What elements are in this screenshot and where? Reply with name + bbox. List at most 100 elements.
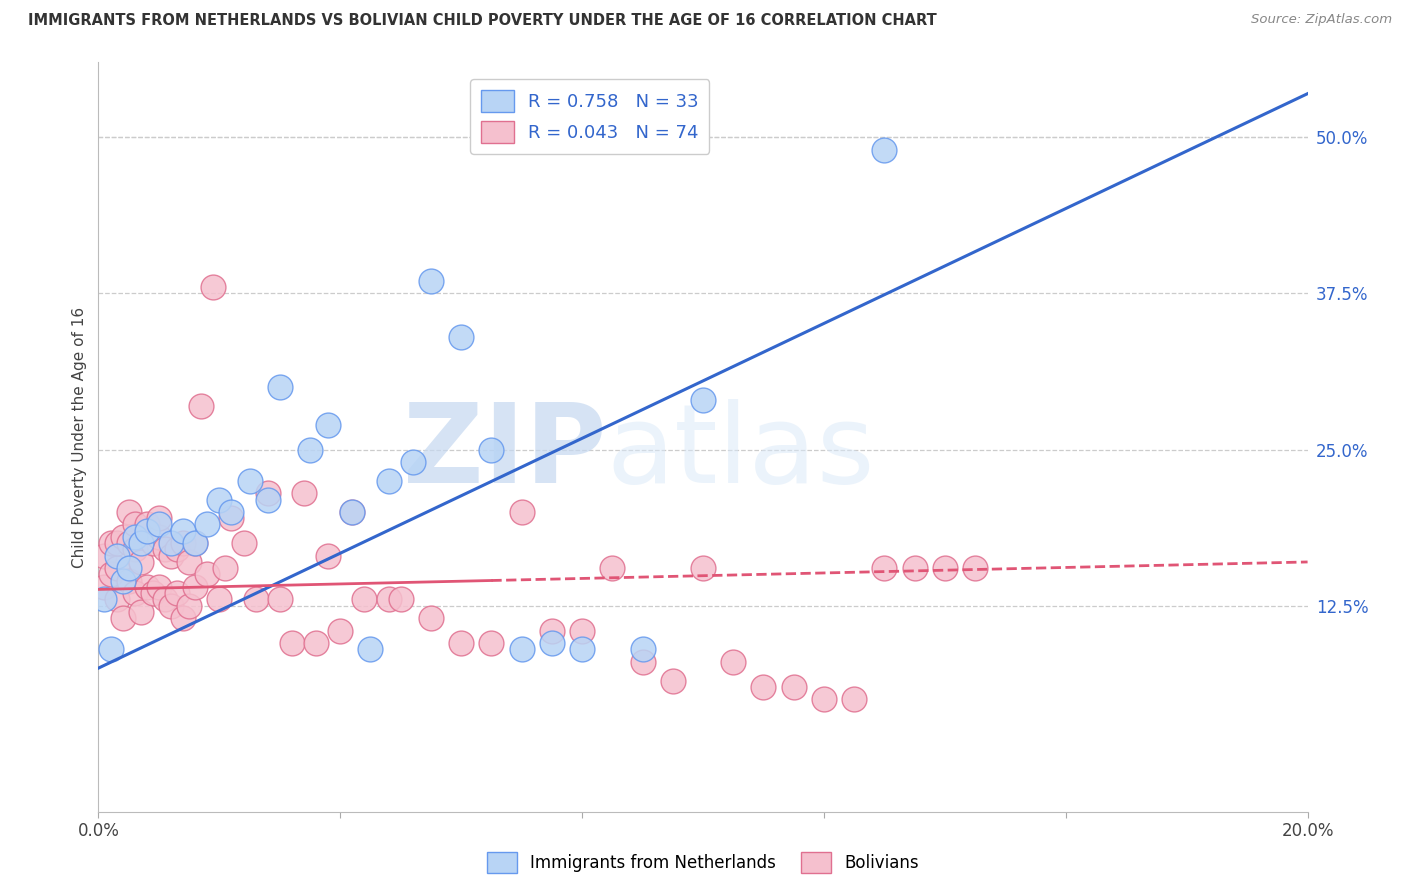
Point [540, 636, 562, 650]
Point [105, 592, 128, 607]
Point [190, 399, 212, 413]
Point [202, 280, 225, 294]
Point [783, 680, 806, 694]
Point [118, 505, 141, 519]
Point [873, 143, 896, 157]
Point [353, 592, 375, 607]
Text: atlas: atlas [606, 399, 875, 506]
Point [844, 692, 866, 706]
Point [195, 567, 218, 582]
Point [124, 586, 146, 600]
Point [153, 542, 176, 557]
Point [142, 536, 165, 550]
Point [135, 524, 157, 538]
Point [389, 592, 412, 607]
Point [342, 505, 364, 519]
Point [305, 636, 328, 650]
Point [100, 536, 122, 550]
Point [510, 642, 533, 657]
Point [329, 624, 352, 638]
Point [105, 561, 128, 575]
Point [148, 580, 170, 594]
Point [93, 592, 115, 607]
Point [420, 611, 443, 625]
Point [111, 530, 134, 544]
Point [316, 417, 339, 432]
Point [129, 536, 152, 550]
Point [118, 536, 141, 550]
Point [239, 474, 262, 488]
Point [316, 549, 339, 563]
Point [631, 655, 654, 669]
Point [571, 624, 593, 638]
Point [208, 492, 231, 507]
Point [160, 536, 183, 550]
Point [631, 642, 654, 657]
Point [281, 636, 304, 650]
Point [184, 536, 207, 550]
Point [179, 555, 201, 569]
Point [111, 574, 134, 588]
Point [965, 561, 987, 575]
Point [100, 642, 122, 657]
Point [481, 442, 503, 457]
Point [124, 517, 146, 532]
Point [377, 474, 399, 488]
Point [256, 486, 278, 500]
Point [873, 561, 896, 575]
Y-axis label: Child Poverty Under the Age of 16: Child Poverty Under the Age of 16 [72, 307, 87, 567]
Point [342, 505, 364, 519]
Point [160, 549, 183, 563]
Point [661, 673, 683, 688]
Point [184, 580, 207, 594]
Point [292, 486, 315, 500]
Point [166, 542, 188, 557]
Legend: R = 0.758   N = 33, R = 0.043   N = 74: R = 0.758 N = 33, R = 0.043 N = 74 [470, 79, 710, 153]
Point [723, 655, 745, 669]
Point [135, 580, 157, 594]
Point [160, 599, 183, 613]
Point [100, 567, 122, 582]
Point [571, 642, 593, 657]
Point [195, 517, 218, 532]
Point [135, 517, 157, 532]
Point [148, 511, 170, 525]
Point [124, 542, 146, 557]
Point [105, 549, 128, 563]
Point [166, 586, 188, 600]
Point [184, 536, 207, 550]
Point [142, 586, 165, 600]
Point [172, 536, 194, 550]
Point [269, 592, 291, 607]
Point [208, 592, 231, 607]
Point [450, 636, 472, 650]
Legend: Immigrants from Netherlands, Bolivians: Immigrants from Netherlands, Bolivians [481, 846, 925, 880]
Point [172, 524, 194, 538]
Point [692, 392, 714, 407]
Point [299, 442, 322, 457]
Text: Source: ZipAtlas.com: Source: ZipAtlas.com [1251, 13, 1392, 27]
Point [153, 592, 176, 607]
Point [172, 611, 194, 625]
Point [540, 624, 562, 638]
Point [360, 642, 382, 657]
Point [934, 561, 956, 575]
Point [214, 561, 236, 575]
Point [602, 561, 624, 575]
Point [692, 561, 714, 575]
Point [93, 549, 115, 563]
Point [148, 517, 170, 532]
Point [481, 636, 503, 650]
Point [148, 530, 170, 544]
Point [221, 505, 243, 519]
Point [105, 536, 128, 550]
Point [129, 605, 152, 619]
Text: IMMIGRANTS FROM NETHERLANDS VS BOLIVIAN CHILD POVERTY UNDER THE AGE OF 16 CORREL: IMMIGRANTS FROM NETHERLANDS VS BOLIVIAN … [28, 13, 936, 29]
Point [232, 536, 254, 550]
Point [752, 680, 775, 694]
Point [124, 530, 146, 544]
Point [179, 599, 201, 613]
Point [377, 592, 399, 607]
Point [402, 455, 425, 469]
Point [510, 505, 533, 519]
